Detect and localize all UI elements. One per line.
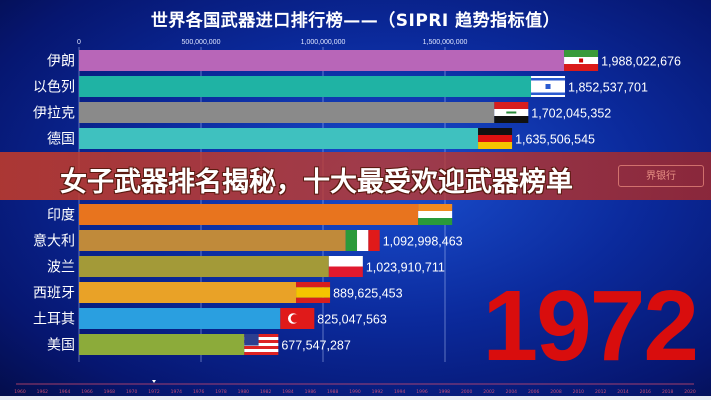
value-label: 825,047,563: [317, 313, 387, 327]
usa-flag-icon: [244, 334, 279, 355]
bar-india: [79, 204, 419, 225]
year-label: 1972: [482, 270, 699, 382]
timeline-label: 2014: [617, 389, 629, 395]
value-label: 1,635,506,545: [515, 133, 595, 147]
timeline-label: 1962: [37, 389, 49, 395]
category-label: 西班牙: [33, 286, 75, 302]
category-label: 印度: [47, 208, 75, 224]
headline-banner: 女子武器排名揭秘，十大最受欢迎武器榜单 界银行: [0, 152, 711, 200]
timeline-label: 1994: [394, 389, 406, 395]
bar-iraq: [79, 102, 495, 123]
category-label: 波兰: [47, 260, 75, 276]
timeline-label: 1988: [327, 389, 339, 395]
category-label: 德国: [47, 132, 75, 148]
value-label: 1,702,045,352: [531, 107, 611, 121]
timeline-marker-icon: [152, 380, 156, 383]
germany-flag-icon: [478, 128, 513, 149]
timeline-label: 1960: [14, 389, 26, 395]
timeline-label: 1990: [349, 389, 361, 395]
iran-flag-icon: [564, 50, 599, 71]
bar-italy: [79, 230, 346, 251]
timeline-label: 1976: [193, 389, 205, 395]
timeline-label: 2006: [528, 389, 540, 395]
value-label: 889,625,453: [333, 287, 403, 301]
value-label: 1,023,910,711: [366, 261, 445, 275]
value-label: 1,852,537,701: [568, 81, 648, 95]
bar-iran: [79, 50, 565, 71]
value-label: 1,092,998,463: [383, 235, 463, 249]
source-badge: 界银行: [618, 165, 704, 187]
category-label: 意大利: [33, 233, 75, 250]
timeline-label: 1966: [81, 389, 93, 395]
timeline-label: 2004: [506, 389, 518, 395]
category-label: 美国: [47, 338, 75, 354]
chart-title: 世界各国武器进口排行榜——（SIPRI 趋势指标值）: [150, 11, 561, 31]
timeline-label: 2018: [662, 389, 674, 395]
headline-text: 女子武器排名揭秘，十大最受欢迎武器榜单: [60, 167, 573, 198]
timeline-label: 1992: [372, 389, 384, 395]
timeline-label: 1986: [305, 389, 317, 395]
poland-flag-icon: [328, 256, 363, 277]
timeline-label: 1972: [148, 389, 160, 395]
timeline-label: 1964: [59, 389, 71, 395]
timeline-label: 1998: [439, 389, 451, 395]
timeline-label: 1980: [238, 389, 250, 395]
timeline-label: 1974: [171, 389, 183, 395]
category-label: 土耳其: [33, 312, 75, 328]
timeline-label: 2002: [483, 389, 495, 395]
bar-germany: [79, 128, 479, 149]
italy-flag-icon: [345, 230, 380, 251]
value-label: 677,547,287: [281, 339, 351, 353]
timeline-label: 2008: [550, 389, 562, 395]
x-tick-label: 1,500,000,000: [423, 39, 468, 46]
timeline-label: 2012: [595, 389, 607, 395]
timeline-label: 1970: [126, 389, 138, 395]
value-label: 1,988,022,676: [601, 55, 681, 69]
timeline-label: 1984: [282, 389, 294, 395]
timeline-label: 2000: [461, 389, 473, 395]
israel-flag-icon: [531, 76, 566, 97]
india-flag-icon: [418, 204, 453, 225]
timeline-label: 2016: [640, 389, 652, 395]
timeline-label: 1968: [104, 389, 116, 395]
spain-flag-icon: [296, 282, 331, 303]
bar-poland: [79, 256, 329, 277]
timeline-label: 1996: [416, 389, 428, 395]
timeline-label: 2020: [684, 389, 696, 395]
x-tick-label: 500,000,000: [182, 39, 221, 46]
bar-spain: [79, 282, 297, 303]
turkey-flag-icon: [280, 308, 315, 329]
category-label: 伊朗: [47, 54, 75, 70]
iraq-flag-icon: [494, 102, 529, 123]
category-label: 以色列: [33, 79, 75, 96]
bottom-strip: [0, 396, 711, 400]
x-tick-label: 1,000,000,000: [301, 39, 346, 46]
timeline-label: 1982: [260, 389, 272, 395]
timeline-label: 1978: [215, 389, 227, 395]
timeline-label: 2010: [573, 389, 585, 395]
x-tick-label: 0: [77, 39, 81, 46]
bar-usa: [79, 334, 245, 355]
bar-turkey: [79, 308, 281, 329]
bar-israel: [79, 76, 532, 97]
category-label: 伊拉克: [33, 106, 75, 122]
